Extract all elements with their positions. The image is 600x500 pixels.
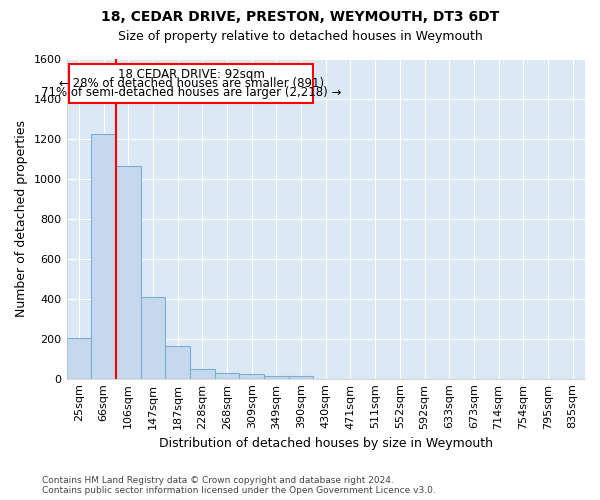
Bar (239, 374, 264, 378)
Bar (289, 376, 313, 378)
Bar (215, 374, 239, 378)
Bar (67, 338, 91, 378)
Bar (91, 134, 116, 378)
Text: 18, CEDAR DRIVE, PRESTON, WEYMOUTH, DT3 6DT: 18, CEDAR DRIVE, PRESTON, WEYMOUTH, DT3 … (101, 10, 499, 24)
Bar (264, 376, 289, 378)
Bar (190, 369, 215, 378)
Text: Contains HM Land Registry data © Crown copyright and database right 2024.
Contai: Contains HM Land Registry data © Crown c… (42, 476, 436, 495)
Bar (116, 166, 140, 378)
Text: 71% of semi-detached houses are larger (2,218) →: 71% of semi-detached houses are larger (… (41, 86, 341, 99)
Text: Size of property relative to detached houses in Weymouth: Size of property relative to detached ho… (118, 30, 482, 43)
Bar (165, 346, 190, 378)
FancyBboxPatch shape (69, 64, 313, 103)
Text: 18 CEDAR DRIVE: 92sqm: 18 CEDAR DRIVE: 92sqm (118, 68, 265, 81)
X-axis label: Distribution of detached houses by size in Weymouth: Distribution of detached houses by size … (159, 437, 493, 450)
Bar (140, 297, 165, 378)
Y-axis label: Number of detached properties: Number of detached properties (15, 120, 28, 318)
Text: ← 28% of detached houses are smaller (891): ← 28% of detached houses are smaller (89… (59, 77, 324, 90)
